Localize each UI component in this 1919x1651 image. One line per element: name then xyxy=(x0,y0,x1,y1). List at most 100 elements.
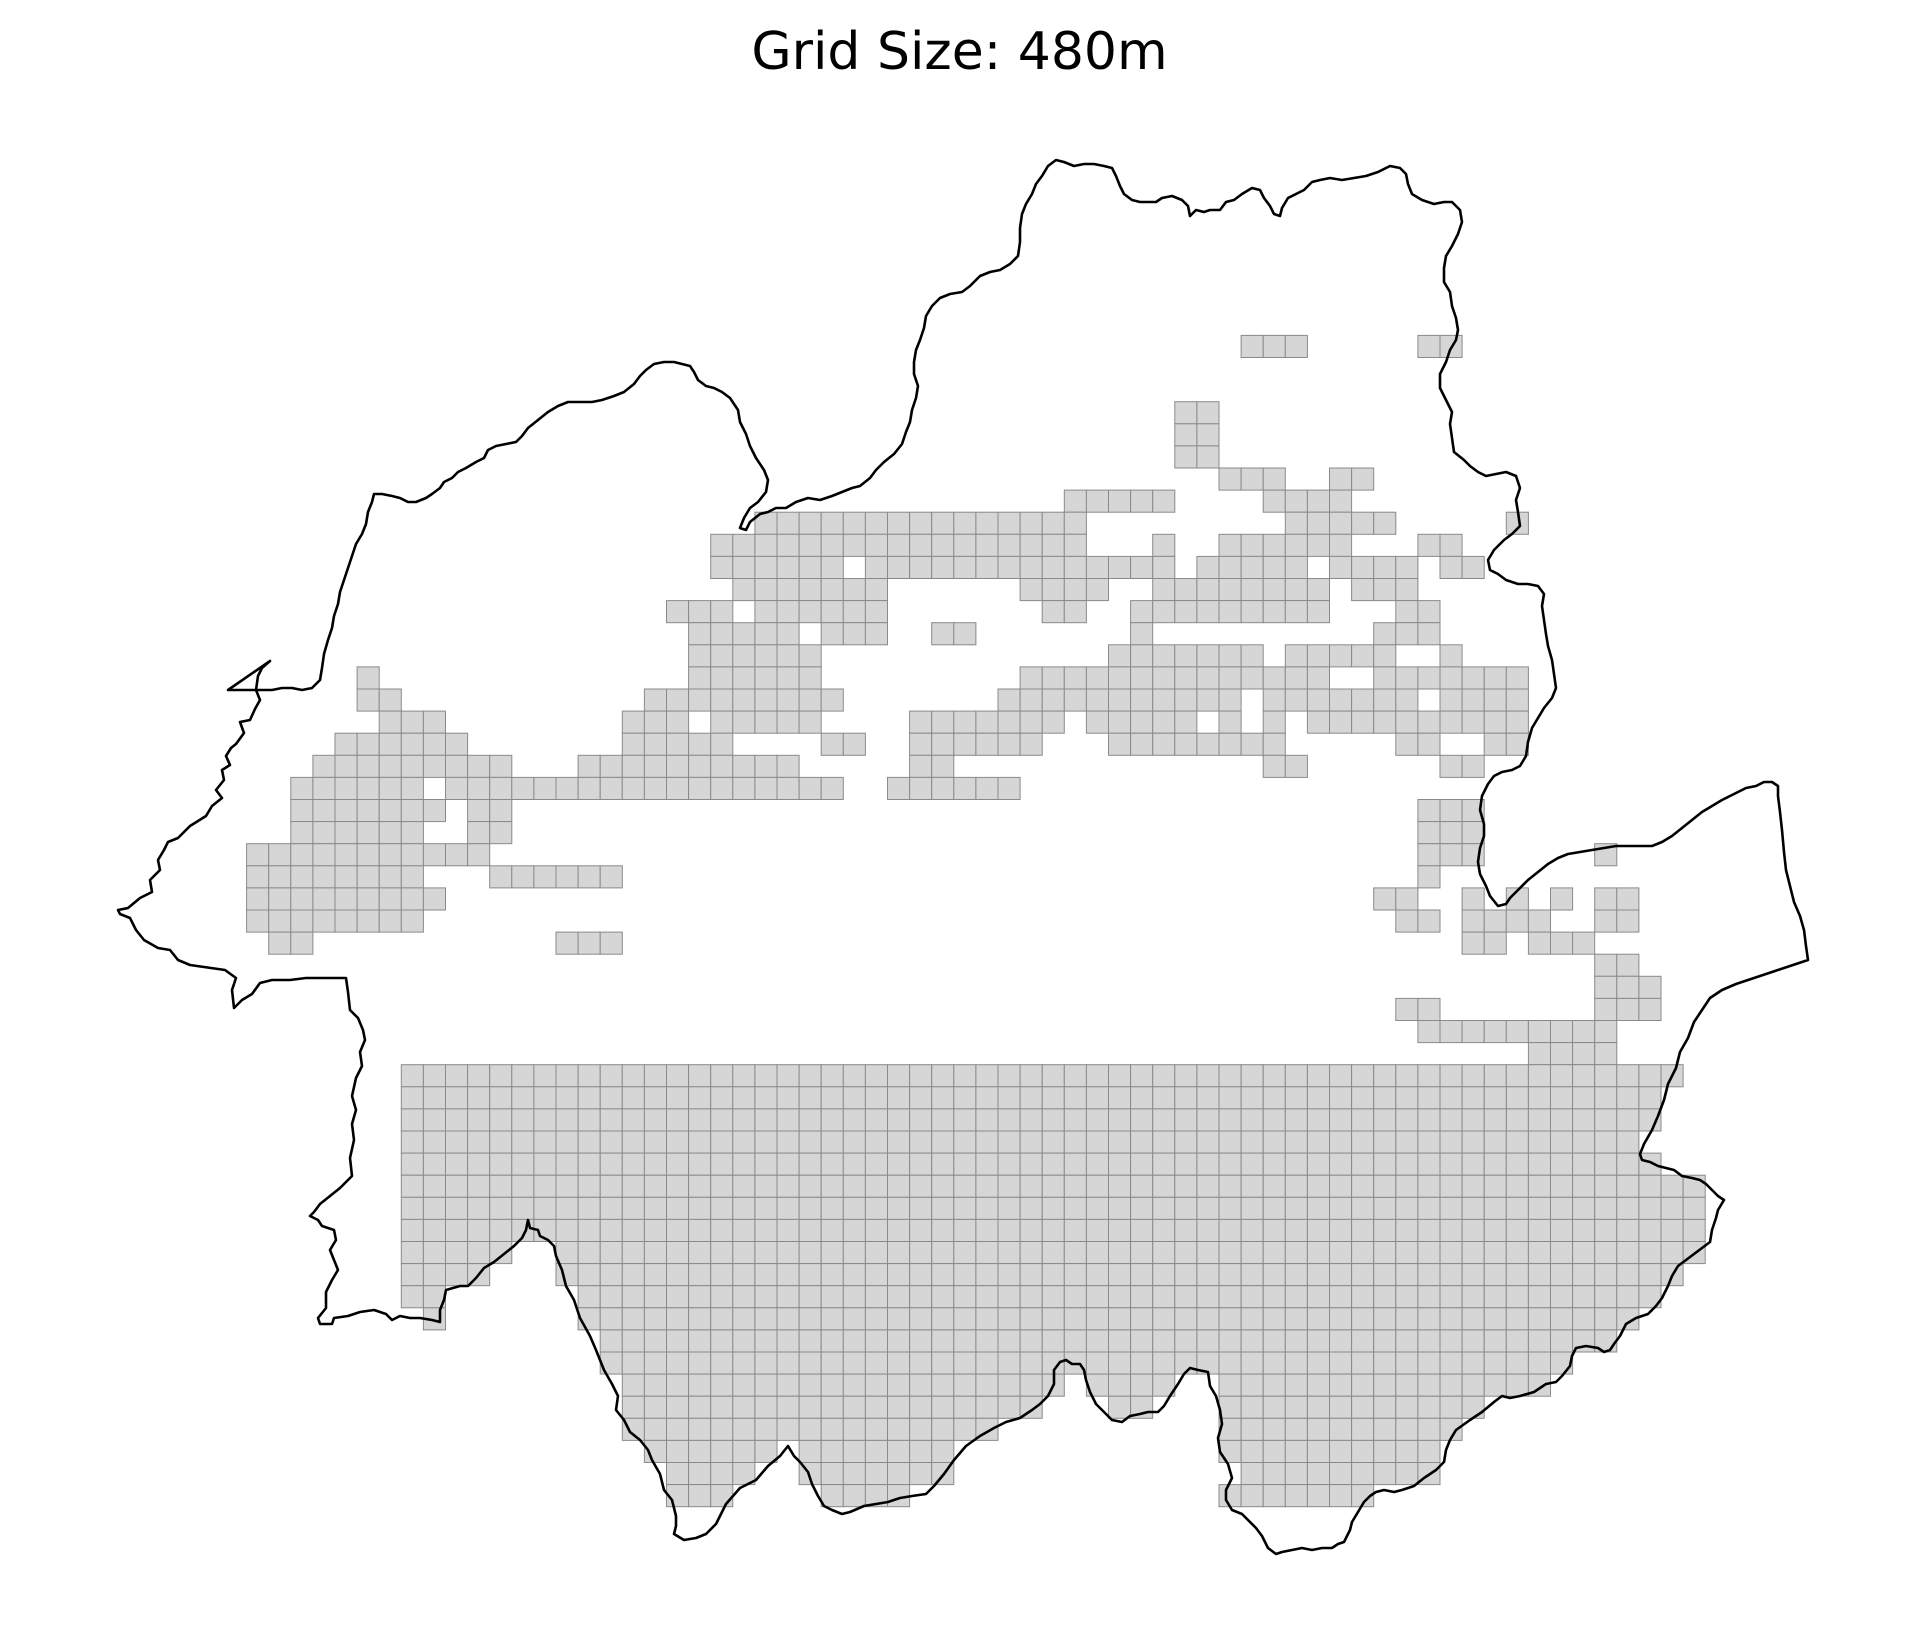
grid-cell xyxy=(1439,843,1463,867)
grid-cell xyxy=(1616,975,1640,999)
grid-cell xyxy=(688,1064,712,1088)
grid-cell xyxy=(776,1285,800,1309)
grid-cell xyxy=(378,865,402,889)
grid-cell xyxy=(842,1329,866,1353)
grid-cell xyxy=(953,1218,977,1243)
grid-cell xyxy=(1550,1064,1574,1088)
grid-cell xyxy=(1461,1064,1485,1088)
grid-cell xyxy=(599,1108,623,1132)
grid-cell xyxy=(1306,1417,1331,1441)
grid-cell xyxy=(1351,1218,1375,1243)
grid-cell xyxy=(1130,555,1154,580)
grid-cell xyxy=(1262,1395,1286,1419)
grid-cell xyxy=(1461,1130,1485,1154)
grid-cell xyxy=(1174,732,1198,756)
grid-cell xyxy=(864,1263,889,1287)
grid-cell xyxy=(422,1263,446,1287)
grid-cell xyxy=(1240,644,1264,668)
grid-cell xyxy=(820,622,844,646)
grid-cell xyxy=(577,776,601,801)
grid-cell xyxy=(909,1395,933,1419)
grid-cell xyxy=(1306,1285,1331,1309)
grid-cell xyxy=(1284,489,1308,513)
grid-cell xyxy=(909,710,933,734)
grid-cell xyxy=(1373,1285,1397,1309)
grid-cell xyxy=(820,1484,844,1508)
grid-cell xyxy=(1505,1064,1529,1088)
grid-cell xyxy=(1351,511,1375,535)
grid-cell xyxy=(666,1241,690,1265)
grid-cell xyxy=(1439,754,1463,778)
grid-cell xyxy=(909,1417,933,1441)
grid-cell xyxy=(577,1218,601,1243)
grid-cell xyxy=(820,1417,844,1441)
grid-cell xyxy=(1395,1285,1419,1309)
grid-cell xyxy=(1240,533,1264,557)
grid-cell xyxy=(732,776,756,801)
grid-cell xyxy=(1019,732,1043,756)
grid-cell xyxy=(599,865,623,889)
grid-cell xyxy=(643,754,668,778)
grid-cell xyxy=(445,754,469,778)
grid-cell xyxy=(909,1196,933,1220)
grid-cell xyxy=(864,1152,889,1176)
grid-cell xyxy=(422,1174,446,1198)
grid-cell xyxy=(1063,666,1087,690)
grid-cell xyxy=(1284,511,1308,535)
grid-cell xyxy=(798,1285,822,1309)
grid-cell xyxy=(599,754,623,778)
grid-cell xyxy=(1240,1086,1264,1110)
grid-cell xyxy=(1284,1439,1308,1464)
grid-cell xyxy=(533,1130,557,1154)
grid-cell xyxy=(732,578,756,602)
grid-cell xyxy=(953,511,977,535)
grid-cell xyxy=(1351,1439,1375,1464)
grid-cell xyxy=(1174,423,1198,447)
grid-cell xyxy=(599,1263,623,1287)
grid-cell xyxy=(754,555,778,580)
grid-cell xyxy=(710,1174,734,1198)
grid-cell xyxy=(445,1152,469,1176)
grid-cell xyxy=(577,1196,601,1220)
grid-cell xyxy=(1240,600,1264,624)
grid-cell xyxy=(1373,1329,1397,1353)
grid-cell xyxy=(887,1462,911,1486)
grid-cell xyxy=(953,776,977,801)
grid-cell xyxy=(533,1152,557,1176)
grid-cell xyxy=(887,1086,911,1110)
grid-cell xyxy=(1218,578,1242,602)
grid-cell xyxy=(1417,732,1441,756)
grid-cell xyxy=(400,1218,424,1243)
grid-cell xyxy=(887,1351,911,1375)
grid-cell xyxy=(710,622,734,646)
grid-cell xyxy=(909,1285,933,1309)
grid-cell xyxy=(1505,1307,1529,1331)
grid-cell xyxy=(1262,1241,1286,1265)
grid-cell xyxy=(1240,1241,1264,1265)
grid-cell xyxy=(467,1152,491,1176)
grid-cell xyxy=(666,1439,690,1464)
grid-cell xyxy=(1505,1241,1529,1265)
grid-cell xyxy=(1594,1174,1618,1198)
grid-cell xyxy=(666,1417,690,1441)
grid-cell xyxy=(909,754,933,778)
grid-cell xyxy=(842,1351,866,1375)
grid-cell xyxy=(887,1439,911,1464)
grid-cell xyxy=(1085,710,1110,734)
grid-cell xyxy=(1085,1196,1110,1220)
grid-cell xyxy=(688,1329,712,1353)
grid-cell xyxy=(1660,1241,1684,1265)
grid-cell xyxy=(754,1241,778,1265)
grid-cell xyxy=(754,1218,778,1243)
grid-cell xyxy=(1262,1417,1286,1441)
grid-cell xyxy=(776,1307,800,1331)
grid-cell xyxy=(1373,578,1397,602)
grid-cell xyxy=(953,1307,977,1331)
grid-cell xyxy=(776,1395,800,1419)
grid-cell xyxy=(1351,1329,1375,1353)
grid-cell xyxy=(1130,688,1154,712)
grid-cell xyxy=(312,843,336,867)
grid-cell xyxy=(577,1263,601,1287)
grid-cell xyxy=(997,688,1021,712)
grid-cell xyxy=(1329,1263,1353,1287)
